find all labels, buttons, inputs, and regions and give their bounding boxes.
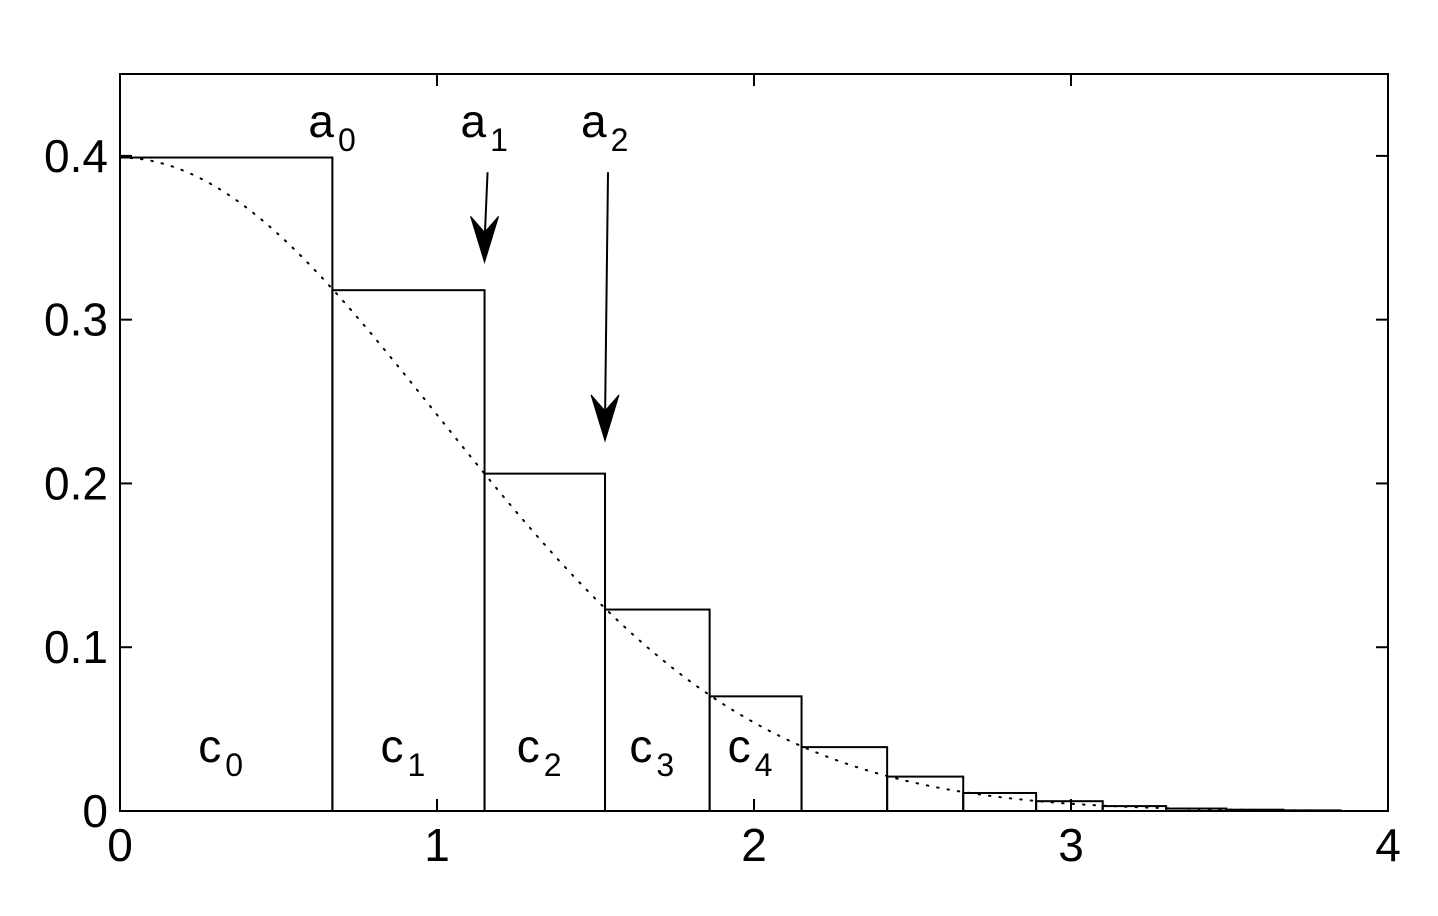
bars-group [119, 156, 1342, 813]
axes-group: 0 1 2 3 4 0 0.1 0.2 0.3 0.4 [44, 73, 1401, 871]
annotation-a1-subscript: 1 [490, 122, 508, 158]
annotation-a2-subscript: 2 [611, 122, 629, 158]
y-tick-label-4: 0.4 [44, 130, 108, 182]
bar-label-c1-subscript: 1 [407, 747, 425, 783]
x-tick-label-2: 2 [741, 819, 767, 871]
bar-8 [1035, 800, 1104, 813]
annotation-a1-arrow-shaft [483, 172, 489, 243]
y-tick-label-1: 0.1 [44, 621, 108, 673]
bar-label-c4-subscript: 4 [755, 747, 773, 783]
annotation-a2-arrow-head [590, 394, 620, 443]
bar-label-c3-subscript: 3 [656, 747, 674, 783]
annotation-a2-arrow-shaft [604, 172, 610, 421]
bar-5 [800, 746, 889, 812]
bar-label-c0-subscript: 0 [225, 747, 243, 783]
bar-label-c2-subscript: 2 [544, 747, 562, 783]
bar-6 [886, 775, 965, 813]
x-tick-label-4: 4 [1375, 819, 1401, 871]
curve-group [119, 156, 1342, 812]
bar-7 [962, 791, 1038, 812]
y-tick-label-3: 0.3 [44, 294, 108, 346]
annotation-a1-arrow-head [470, 216, 500, 265]
plot-frame [119, 73, 1389, 812]
bar-1 [331, 289, 486, 813]
y-tick-label-0: 0 [82, 785, 108, 837]
x-tick-label-3: 3 [1058, 819, 1084, 871]
x-tick-label-1: 1 [424, 819, 450, 871]
density-curve [119, 156, 1342, 812]
y-tick-label-2: 0.2 [44, 457, 108, 509]
x-tick-label-0: 0 [107, 819, 133, 871]
annotation-a0-subscript: 0 [338, 122, 356, 158]
